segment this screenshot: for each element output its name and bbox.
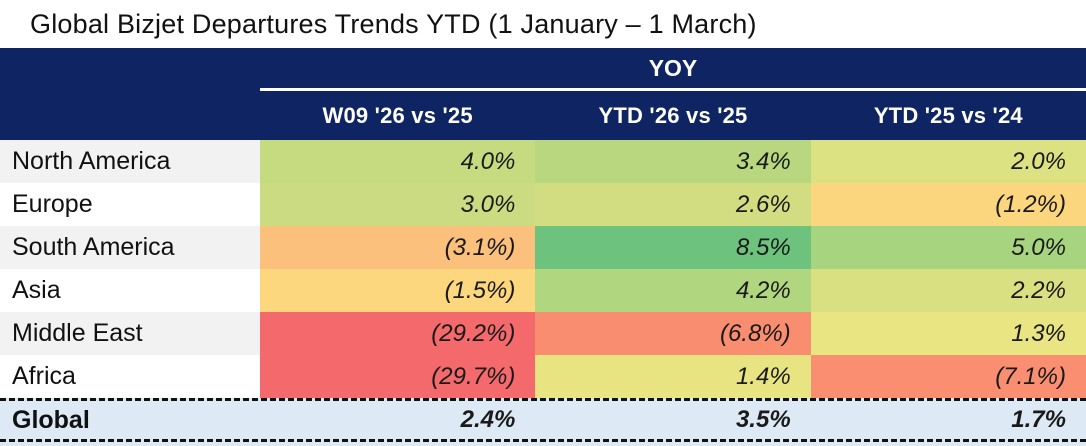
heatmap-cell: 3.4% bbox=[535, 140, 811, 183]
row-label: South America bbox=[0, 226, 260, 269]
table-row-middle-east: Middle East (29.2%) (6.8%) 1.3% bbox=[0, 312, 1086, 355]
row-label: Asia bbox=[0, 269, 260, 312]
heatmap-cell: (7.1%) bbox=[810, 355, 1086, 398]
table-row-asia: Asia (1.5%) 4.2% 2.2% bbox=[0, 269, 1086, 312]
heatmap-cell: 2.6% bbox=[535, 183, 811, 226]
column-header-ytd-26-vs-25: YTD '26 vs '25 bbox=[598, 102, 748, 128]
heatmap-cell: (29.2%) bbox=[260, 312, 536, 355]
group-header-spacer bbox=[0, 48, 260, 91]
heatmap-cell: 5.0% bbox=[810, 226, 1086, 269]
group-header-row: YOY bbox=[0, 48, 1086, 91]
column-header-row: W09 '26 vs '25 YTD '26 vs '25 YTD '25 vs… bbox=[0, 91, 1086, 140]
heatmap-cell: (1.5%) bbox=[260, 269, 536, 312]
row-label: Africa bbox=[0, 355, 260, 398]
table-row-global-total: Global 2.4% 3.5% 1.7% bbox=[0, 398, 1086, 442]
total-cell: 2.4% bbox=[460, 406, 516, 433]
table-row-south-america: South America (3.1%) 8.5% 5.0% bbox=[0, 226, 1086, 269]
total-cell: 1.7% bbox=[1011, 406, 1066, 433]
column-header-ytd-25-vs-24: YTD '25 vs '24 bbox=[873, 102, 1023, 128]
heatmap-cell: 4.2% bbox=[535, 269, 811, 312]
total-cell: 3.5% bbox=[735, 406, 791, 433]
column-header-spacer bbox=[0, 91, 260, 140]
row-label: Middle East bbox=[0, 312, 260, 355]
row-label: North America bbox=[0, 140, 260, 183]
heatmap-cell: 2.0% bbox=[810, 140, 1086, 183]
heatmap-cell: (6.8%) bbox=[535, 312, 811, 355]
heatmap-cell: 4.0% bbox=[260, 140, 536, 183]
heatmap-cell: (3.1%) bbox=[260, 226, 536, 269]
heatmap-cell: (29.7%) bbox=[260, 355, 536, 398]
page-title: Global Bizjet Departures Trends YTD (1 J… bbox=[0, 0, 1086, 48]
table-header-band: YOY W09 '26 vs '25 YTD '26 vs '25 YTD '2… bbox=[0, 48, 1086, 140]
heatmap-cell: 1.4% bbox=[535, 355, 811, 398]
table-row-europe: Europe 3.0% 2.6% (1.2%) bbox=[0, 183, 1086, 226]
heatmap-cell: (1.2%) bbox=[810, 183, 1086, 226]
heatmap-cell: 1.3% bbox=[810, 312, 1086, 355]
heatmap-cell: 8.5% bbox=[535, 226, 811, 269]
table-row-north-america: North America 4.0% 3.4% 2.0% bbox=[0, 140, 1086, 183]
table-row-africa: Africa (29.7%) 1.4% (7.1%) bbox=[0, 355, 1086, 398]
group-header-yoy: YOY bbox=[260, 48, 1086, 91]
bottom-strip bbox=[0, 442, 1086, 446]
row-label: Europe bbox=[0, 183, 260, 226]
column-header-w09-26-vs-25: W09 '26 vs '25 bbox=[322, 102, 473, 128]
heatmap-cell: 2.2% bbox=[810, 269, 1086, 312]
heatmap-cell: 3.0% bbox=[260, 183, 536, 226]
total-row-label: Global bbox=[12, 405, 90, 434]
